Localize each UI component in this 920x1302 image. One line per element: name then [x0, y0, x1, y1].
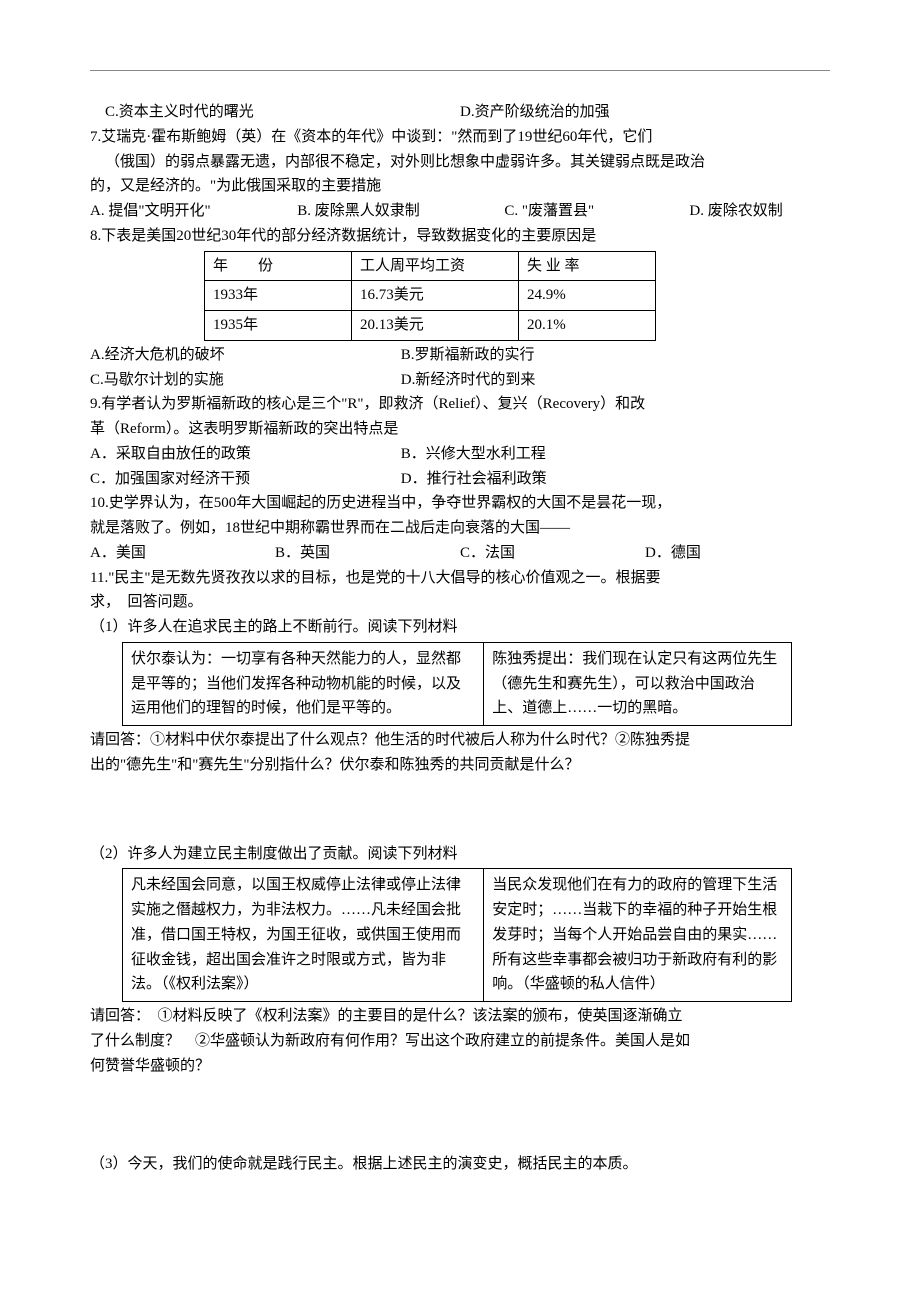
- q8-choice-b: B.罗斯福新政的实行: [401, 343, 535, 368]
- q7-choice-b: B. 废除黑人奴隶制: [297, 199, 504, 224]
- q7-choice-c: C. "废藩置县": [504, 199, 689, 224]
- q8-choice-d: D.新经济时代的到来: [401, 368, 536, 393]
- q8-r2-wage: 20.13美元: [352, 311, 519, 341]
- q10-choices: A．美国 B．英国 C．法国 D．德国: [90, 541, 830, 566]
- q6-choice-c: C.资本主义时代的曙光: [90, 100, 460, 125]
- table-row: 1933年 16.73美元 24.9%: [205, 281, 656, 311]
- q9-choice-c: C．加强国家对经济干预: [90, 467, 401, 492]
- table-row: 凡未经国会同意，以国王权威停止法律或停止法律实施之僭越权力，为非法权力。……凡未…: [123, 869, 792, 1002]
- q11-p1-material-table: 伏尔泰认为：一切享有各种天然能力的人，显然都是平等的；当他们发挥各种动物机能的时…: [122, 642, 792, 726]
- q9-stem-2: 革（Reform）。这表明罗斯福新政的突出特点是: [90, 417, 830, 442]
- q11-p3-text: （3）今天，我们的使命就是践行民主。根据上述民主的演变史，概括民主的本质。: [90, 1152, 830, 1177]
- table-row: 年 份 工人周平均工资 失 业 率: [205, 251, 656, 281]
- table-row: 1935年 20.13美元 20.1%: [205, 311, 656, 341]
- q9-stem-1: 9.有学者认为罗斯福新政的核心是三个"R"，即救济（Relief）、复兴（Rec…: [90, 392, 830, 417]
- q8-r1-year: 1933年: [205, 281, 352, 311]
- table-row: 伏尔泰认为：一切享有各种天然能力的人，显然都是平等的；当他们发挥各种动物机能的时…: [123, 642, 792, 725]
- q8-r2-year: 1935年: [205, 311, 352, 341]
- q8-r1-unemp: 24.9%: [519, 281, 656, 311]
- q10-stem-1: 10.史学界认为，在500年大国崛起的历史进程当中，争夺世界霸权的大国不是昙花一…: [90, 491, 830, 516]
- q11-p2-intro: （2）许多人为建立民主制度做出了贡献。阅读下列材料: [90, 842, 830, 867]
- q6-choice-d: D.资产阶级统治的加强: [460, 100, 830, 125]
- q11-stem-2: 求， 回答问题。: [90, 590, 830, 615]
- q11-p2-ask-1: 请回答： ①材料反映了《权利法案》的主要目的是什么？该法案的颁布，使英国逐渐确立: [90, 1004, 830, 1029]
- q11-stem-1: 11."民主"是无数先贤孜孜以求的目标，也是党的十八大倡导的核心价值观之一。根据…: [90, 566, 830, 591]
- q7-stem-1: 7.艾瑞克·霍布斯鲍姆（英）在《资本的年代》中谈到："然而到了19世纪60年代，…: [90, 125, 830, 150]
- q10-choice-a: A．美国: [90, 541, 275, 566]
- q7-choices: A. 提倡"文明开化" B. 废除黑人奴隶制 C. "废藩置县" D. 废除农奴…: [90, 199, 830, 224]
- q9-choices-ab: A．采取自由放任的政策 B．兴修大型水利工程: [90, 442, 830, 467]
- q8-r1-wage: 16.73美元: [352, 281, 519, 311]
- answer-space-2: [90, 1078, 830, 1152]
- q11-p2-ask-2: 了什么制度？ ②华盛顿认为新政府有何作用？写出这个政府建立的前提条件。美国人是如: [90, 1029, 830, 1054]
- q8-choices-ab: A.经济大危机的破坏 B.罗斯福新政的实行: [90, 343, 830, 368]
- answer-space-1: [90, 778, 830, 842]
- q9-choices-cd: C．加强国家对经济干预 D．推行社会福利政策: [90, 467, 830, 492]
- q6-choices-cd: C.资本主义时代的曙光 D.资产阶级统治的加强: [90, 100, 830, 125]
- q11-p2-right: 当民众发现他们在有力的政府的管理下生活安定时；……当栽下的幸福的种子开始生根发芽…: [484, 869, 792, 1002]
- q10-choice-d: D．德国: [645, 541, 830, 566]
- q8-choice-a: A.经济大危机的破坏: [90, 343, 401, 368]
- q8-th-wage: 工人周平均工资: [352, 251, 519, 281]
- q8-choice-c: C.马歇尔计划的实施: [90, 368, 401, 393]
- q11-p1-left: 伏尔泰认为：一切享有各种天然能力的人，显然都是平等的；当他们发挥各种动物机能的时…: [123, 642, 484, 725]
- q7-stem-2: （俄国）的弱点暴露无遗，内部很不稳定，对外则比想象中虚弱许多。其关键弱点既是政治: [90, 150, 830, 175]
- q7-choice-a: A. 提倡"文明开化": [90, 199, 297, 224]
- q9-choice-b: B．兴修大型水利工程: [401, 442, 546, 467]
- q8-choices-cd: C.马歇尔计划的实施 D.新经济时代的到来: [90, 368, 830, 393]
- q10-choice-b: B．英国: [275, 541, 460, 566]
- q11-p1-intro: （1）许多人在追求民主的路上不断前行。阅读下列材料: [90, 615, 830, 640]
- q11-p2-left: 凡未经国会同意，以国王权威停止法律或停止法律实施之僭越权力，为非法权力。……凡未…: [123, 869, 484, 1002]
- q8-th-year: 年 份: [205, 251, 352, 281]
- q10-choice-c: C．法国: [460, 541, 645, 566]
- q11-p1-right: 陈独秀提出：我们现在认定只有这两位先生（德先生和赛先生），可以救治中国政治上、道…: [484, 642, 792, 725]
- q11-p2-material-table: 凡未经国会同意，以国王权威停止法律或停止法律实施之僭越权力，为非法权力。……凡未…: [122, 868, 792, 1002]
- q8-th-unemp: 失 业 率: [519, 251, 656, 281]
- q11-p2-ask-3: 何赞誉华盛顿的？: [90, 1054, 830, 1079]
- q8-data-table: 年 份 工人周平均工资 失 业 率 1933年 16.73美元 24.9% 19…: [204, 251, 656, 341]
- q8-r2-unemp: 20.1%: [519, 311, 656, 341]
- q10-stem-2: 就是落败了。例如，18世纪中期称霸世界而在二战后走向衰落的大国——: [90, 516, 830, 541]
- q8-stem: 8.下表是美国20世纪30年代的部分经济数据统计，导致数据变化的主要原因是: [90, 224, 830, 249]
- header-rule: [90, 70, 830, 71]
- q11-p1-ask-1: 请回答：①材料中伏尔泰提出了什么观点？他生活的时代被后人称为什么时代？②陈独秀提: [90, 728, 830, 753]
- q9-choice-a: A．采取自由放任的政策: [90, 442, 401, 467]
- q9-choice-d: D．推行社会福利政策: [401, 467, 547, 492]
- q7-choice-d: D. 废除农奴制: [689, 199, 830, 224]
- q7-stem-3: 的，又是经济的。"为此俄国采取的主要措施: [90, 174, 830, 199]
- q11-p1-ask-2: 出的"德先生"和"赛先生"分别指什么？伏尔泰和陈独秀的共同贡献是什么？: [90, 753, 830, 778]
